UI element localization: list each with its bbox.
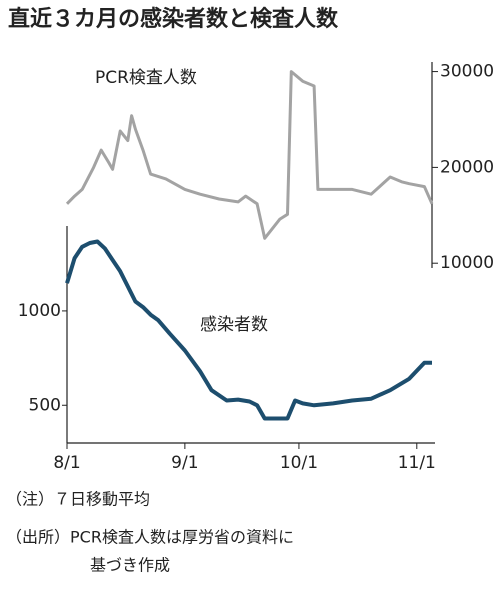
y-tick-label: 20000: [440, 157, 494, 177]
series-line: [65, 70, 434, 240]
x-tick-label: 8/1: [53, 453, 80, 473]
y-tick-label: 1000: [18, 301, 61, 321]
series-line: [65, 239, 432, 421]
source: （出所）PCR検査人数は厚労省の資料に: [6, 528, 294, 547]
x-tick-label: 11/1: [398, 453, 436, 473]
y-tick-label: 10000: [440, 253, 494, 273]
series-label: 感染者数: [200, 315, 268, 335]
x-tick-label: 9/1: [171, 453, 198, 473]
note: （注）７日移動平均: [6, 490, 150, 509]
chart-title: 直近３カ月の感染者数と検査人数: [8, 6, 339, 32]
y-tick-label: 500: [29, 395, 61, 415]
y-tick-label: 30000: [440, 62, 494, 82]
source: 基づき作成: [90, 556, 170, 575]
series-label: PCR検査人数: [95, 68, 197, 88]
x-tick-label: 10/1: [280, 453, 318, 473]
